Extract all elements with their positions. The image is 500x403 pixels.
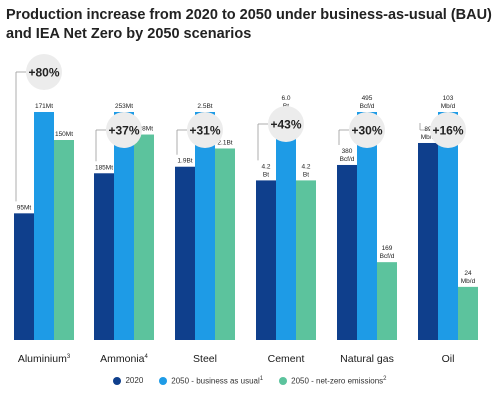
data-label: 6.0 bbox=[281, 95, 290, 102]
data-label: 2.1Bt bbox=[217, 139, 232, 146]
data-label-unit: Bt bbox=[263, 171, 269, 178]
legend-item-2: 2050 - net-zero emissions2 bbox=[279, 376, 387, 386]
bar-ammonia-1 bbox=[114, 112, 134, 340]
data-label-unit: Bt bbox=[303, 171, 309, 178]
bar-cement-1 bbox=[276, 112, 296, 340]
bar-oil-2 bbox=[458, 286, 478, 340]
chart-legend: 2020 2050 - business as usual1 2050 - net-… bbox=[0, 376, 500, 386]
category-label: Cement bbox=[268, 353, 305, 365]
increase-label: +16% bbox=[432, 124, 463, 138]
data-label: 89 bbox=[424, 126, 432, 133]
data-label: 95Mt bbox=[17, 204, 32, 211]
category-label: Natural gas bbox=[340, 353, 394, 365]
increase-bubble bbox=[268, 106, 304, 142]
category-label: Aluminium3 bbox=[18, 353, 71, 365]
data-label: 103 bbox=[443, 95, 454, 102]
data-label-unit: Bcf/d bbox=[360, 103, 375, 110]
data-label: 2.5Bt bbox=[197, 103, 212, 110]
bar-natural-gas-0 bbox=[337, 164, 357, 340]
bar-steel-2 bbox=[215, 148, 235, 340]
data-label: 185Mt bbox=[95, 164, 113, 171]
legend-swatch bbox=[159, 376, 168, 385]
bar-steel-0 bbox=[175, 166, 195, 340]
legend-swatch bbox=[279, 376, 288, 385]
bar-ammonia-0 bbox=[94, 173, 114, 340]
increase-label: +37% bbox=[108, 124, 139, 138]
increase-bubble bbox=[106, 112, 142, 148]
bar-ammonia-2 bbox=[134, 134, 154, 340]
data-label: 4.2 bbox=[301, 163, 310, 170]
legend-item-0: 2020 bbox=[113, 376, 143, 385]
chart-title-line-2: and IEA Net Zero by 2050 scenarios bbox=[6, 26, 252, 42]
increase-label: +31% bbox=[189, 124, 220, 138]
bar-oil-1 bbox=[438, 112, 458, 340]
bar-aluminium-2 bbox=[54, 140, 74, 340]
legend-label: 2050 - business as usual1 bbox=[171, 376, 264, 386]
legend-swatch bbox=[113, 376, 122, 385]
data-label: 24 bbox=[464, 270, 472, 277]
chart-title: Production increase from 2020 to 2050 un… bbox=[6, 6, 496, 44]
increase-bubble bbox=[187, 112, 223, 148]
bar-oil-0 bbox=[418, 142, 438, 340]
category-label: Oil bbox=[442, 353, 455, 365]
data-label: 150Mt bbox=[55, 131, 73, 138]
bar-steel-1 bbox=[195, 112, 215, 340]
chart-title-line-1: Production increase from 2020 to 2050 un… bbox=[6, 7, 492, 23]
bar-aluminium-1 bbox=[34, 112, 54, 340]
increase-label: +43% bbox=[270, 118, 301, 132]
data-label-unit: Mb/d bbox=[421, 134, 436, 141]
legend-label: 2020 bbox=[125, 376, 144, 386]
data-label: 4.2 bbox=[261, 163, 270, 170]
increase-label: +80% bbox=[28, 66, 59, 80]
data-label: 1.9Bt bbox=[177, 158, 192, 165]
increase-bubble bbox=[26, 54, 62, 90]
data-label-unit: Bcf/d bbox=[340, 156, 355, 163]
category-label: Ammonia4 bbox=[100, 353, 148, 365]
legend-item-1: 2050 - business as usual1 bbox=[159, 376, 263, 386]
bar-cement-0 bbox=[256, 180, 276, 340]
data-label: 253Mt bbox=[115, 103, 133, 110]
increase-bubble bbox=[430, 112, 466, 148]
data-label: 495 bbox=[362, 95, 373, 102]
category-label: Steel bbox=[193, 353, 217, 365]
data-label-unit: Mb/d bbox=[441, 103, 456, 110]
increase-label: +30% bbox=[351, 124, 382, 138]
bar-cement-2 bbox=[296, 180, 316, 340]
bar-aluminium-0 bbox=[14, 213, 34, 340]
data-label: 380 bbox=[342, 148, 353, 155]
data-label-unit: Mb/d bbox=[461, 278, 476, 285]
bar-natural-gas-1 bbox=[357, 112, 377, 340]
data-label-unit: Bcf/d bbox=[380, 253, 395, 260]
legend-label: 2050 - net-zero emissions2 bbox=[291, 376, 387, 386]
data-label: 169 bbox=[382, 245, 393, 252]
data-label: 228Mt bbox=[135, 126, 153, 133]
data-label: 171Mt bbox=[35, 103, 53, 110]
bar-natural-gas-2 bbox=[377, 262, 397, 340]
increase-bubble bbox=[349, 112, 385, 148]
